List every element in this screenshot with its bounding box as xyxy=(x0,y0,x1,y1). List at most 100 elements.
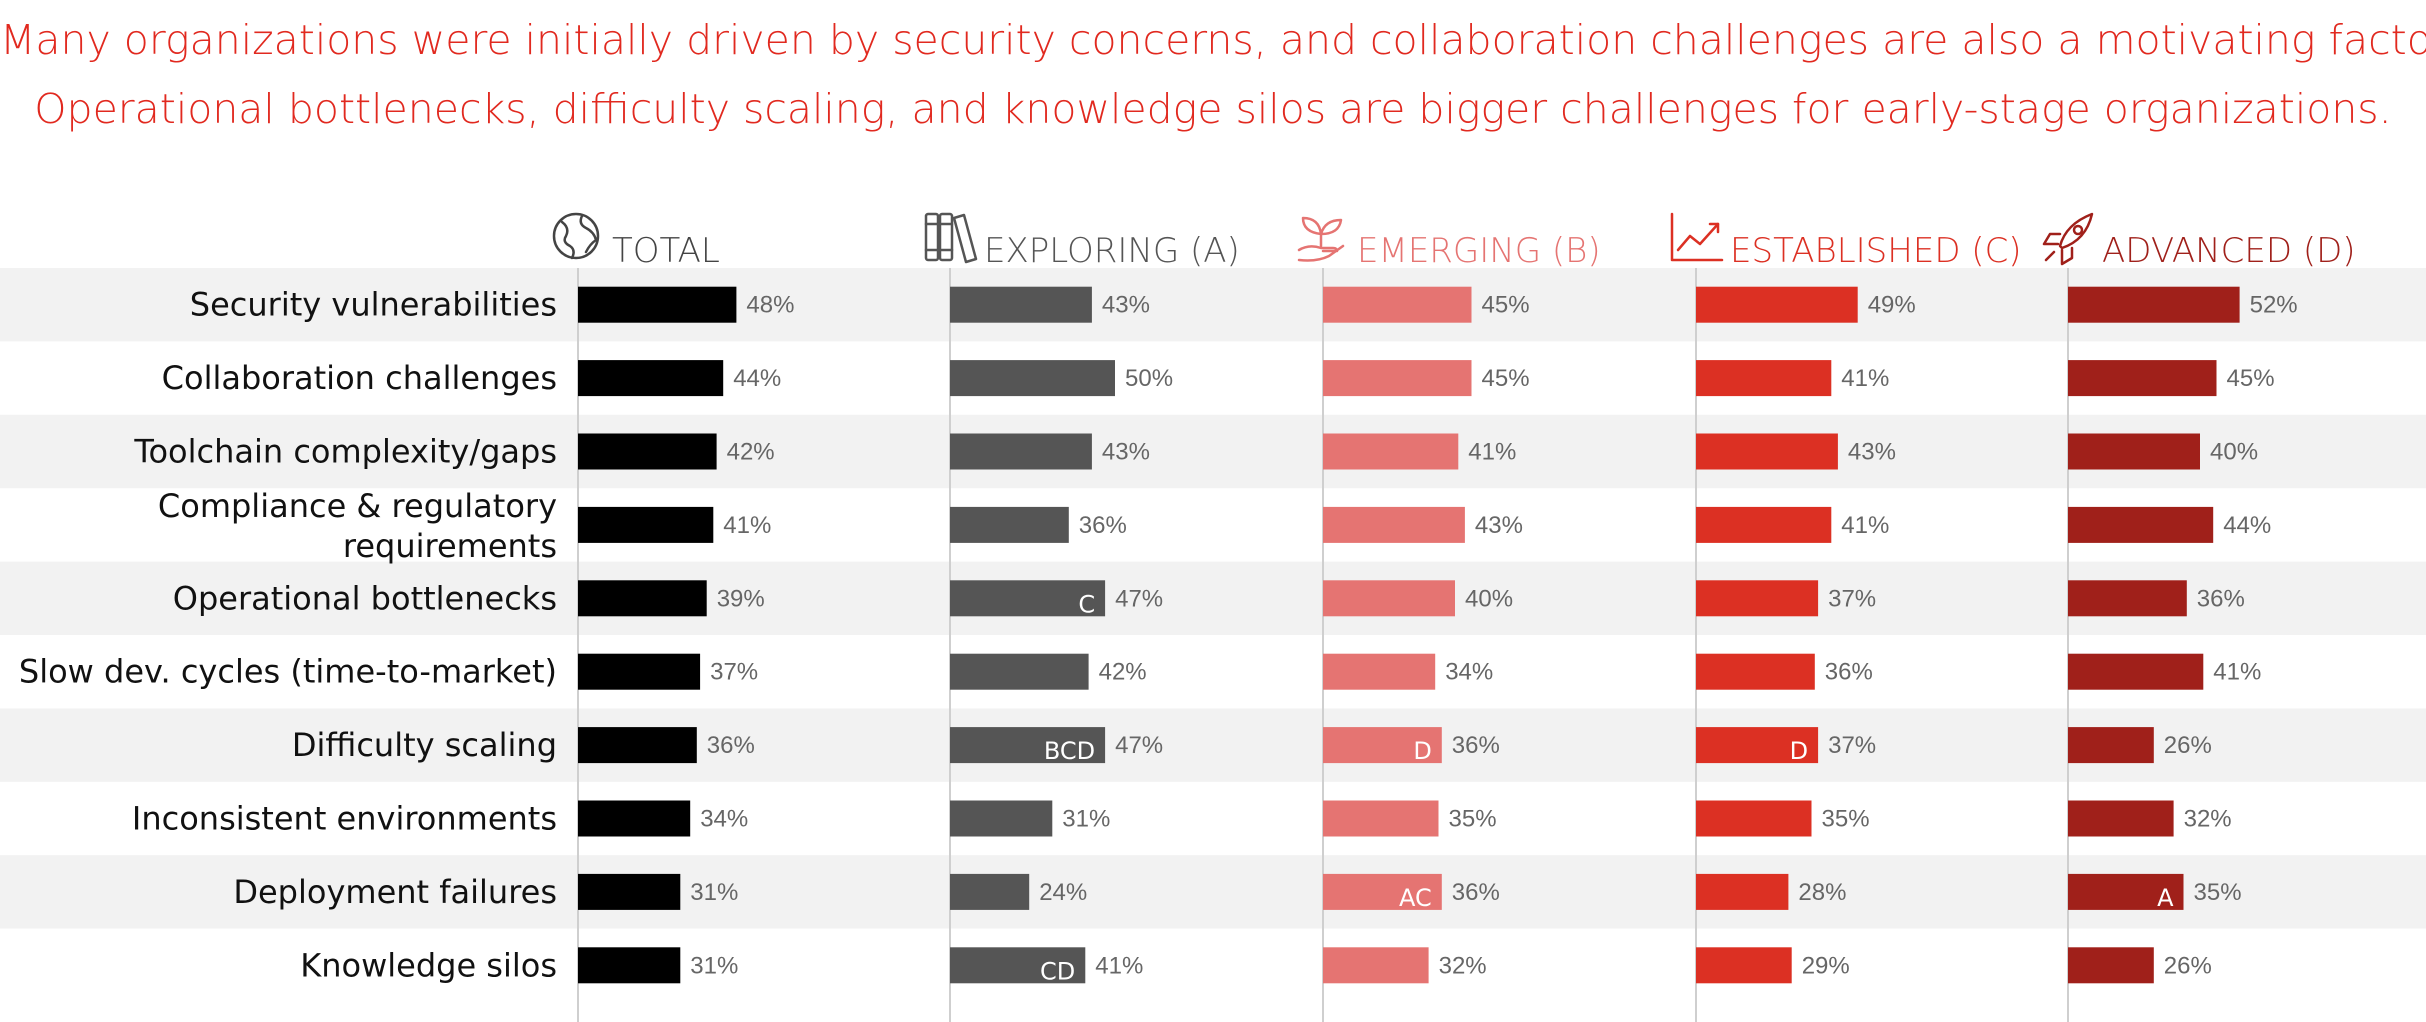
bar xyxy=(950,506,1069,543)
bar xyxy=(2068,506,2214,543)
value-label: 42% xyxy=(1099,659,1147,686)
bar xyxy=(1696,653,1815,690)
bar xyxy=(578,506,714,543)
bar xyxy=(1696,873,1789,910)
category-label: Toolchain complexity/gaps xyxy=(133,433,557,471)
value-label: 35% xyxy=(1822,806,1870,833)
bar xyxy=(2068,800,2174,837)
value-label: 34% xyxy=(700,806,748,833)
bar xyxy=(950,360,1115,397)
bar xyxy=(950,653,1089,690)
value-label: 37% xyxy=(1828,585,1876,612)
bar xyxy=(1696,800,1812,837)
value-label: 36% xyxy=(707,732,755,759)
value-label: 36% xyxy=(1079,512,1127,539)
category-label-line: Compliance & regulatory xyxy=(158,487,557,525)
books-icon xyxy=(924,212,978,264)
column-title: TOTAL xyxy=(612,231,720,271)
row-stripe xyxy=(0,414,2426,489)
value-label: 45% xyxy=(1482,365,1530,392)
bar xyxy=(2068,580,2187,617)
rocket-icon xyxy=(2042,212,2094,266)
value-label: 36% xyxy=(1452,732,1500,759)
bar xyxy=(578,873,681,910)
value-label: 32% xyxy=(1439,952,1487,979)
significance-label: CD xyxy=(1040,957,1075,985)
bar xyxy=(2068,947,2154,984)
bar xyxy=(1696,506,1832,543)
bar xyxy=(2068,286,2240,323)
category-label: Operational bottlenecks xyxy=(173,579,557,617)
bar xyxy=(1323,286,1472,323)
bar xyxy=(1323,800,1439,837)
value-label: 26% xyxy=(2164,952,2212,979)
bar xyxy=(1323,727,1442,764)
bar xyxy=(578,286,737,323)
row-stripe xyxy=(0,561,2426,635)
column-title: ESTABLISHED (C) xyxy=(1730,231,2022,271)
value-label: 39% xyxy=(717,585,765,612)
value-label: 47% xyxy=(1115,732,1163,759)
globe-icon xyxy=(552,212,600,260)
bar xyxy=(1696,947,1792,984)
significance-label: D xyxy=(1413,737,1431,765)
category-label: Inconsistent environments xyxy=(132,800,557,838)
headline-line-2: Operational bottlenecks, difficulty scal… xyxy=(34,85,2392,133)
significance-label: AC xyxy=(1399,884,1432,912)
bar xyxy=(950,947,1086,984)
significance-label: A xyxy=(2157,884,2174,912)
column-title: EXPLORING (A) xyxy=(984,231,1240,271)
value-label: 48% xyxy=(746,292,794,319)
value-label: 36% xyxy=(2197,585,2245,612)
row-stripe xyxy=(0,268,2426,342)
value-label: 41% xyxy=(1841,365,1889,392)
value-label: 40% xyxy=(2210,439,2258,466)
bar xyxy=(950,727,1106,764)
value-label: 31% xyxy=(690,879,738,906)
bar xyxy=(1696,286,1858,323)
bar xyxy=(578,433,717,470)
significance-label: C xyxy=(1078,590,1095,618)
value-label: 41% xyxy=(723,512,771,539)
value-label: 41% xyxy=(1095,952,1143,979)
category-label: Slow dev. cycles (time-to-market) xyxy=(19,653,557,691)
bar xyxy=(1323,433,1459,470)
value-label: 28% xyxy=(1798,879,1846,906)
value-label: 31% xyxy=(690,952,738,979)
bar xyxy=(950,800,1053,837)
bar xyxy=(578,360,724,397)
trend-chart-icon xyxy=(1670,212,1724,262)
value-label: 36% xyxy=(1452,879,1500,906)
category-label: Collaboration challenges xyxy=(162,359,557,397)
bar xyxy=(950,286,1092,323)
value-label: 45% xyxy=(1482,292,1530,319)
value-label: 40% xyxy=(1465,585,1513,612)
value-label: 50% xyxy=(1125,365,1173,392)
bar xyxy=(578,580,707,617)
value-label: 43% xyxy=(1475,512,1523,539)
bar xyxy=(1323,873,1442,910)
bar xyxy=(1696,727,1819,764)
bar xyxy=(2068,433,2200,470)
bar xyxy=(950,580,1106,617)
value-label: 26% xyxy=(2164,732,2212,759)
value-label: 44% xyxy=(733,365,781,392)
value-label: 36% xyxy=(1825,659,1873,686)
value-label: 42% xyxy=(727,439,775,466)
value-label: 43% xyxy=(1102,439,1150,466)
category-label: Knowledge silos xyxy=(300,946,557,984)
value-label: 41% xyxy=(1468,439,1516,466)
sprout-icon xyxy=(1297,216,1345,262)
value-label: 43% xyxy=(1102,292,1150,319)
column-title: ADVANCED (D) xyxy=(2102,231,2356,271)
headline-line-1: Many organizations were initially driven… xyxy=(0,16,2426,64)
bar xyxy=(1323,947,1429,984)
value-label: 35% xyxy=(2194,879,2242,906)
value-label: 34% xyxy=(1445,659,1493,686)
value-label: 44% xyxy=(2223,512,2271,539)
value-label: 37% xyxy=(710,659,758,686)
bar xyxy=(950,433,1092,470)
category-label: Deployment failures xyxy=(233,873,557,911)
value-label: 31% xyxy=(1062,806,1110,833)
category-label: Security vulnerabilities xyxy=(190,286,557,324)
